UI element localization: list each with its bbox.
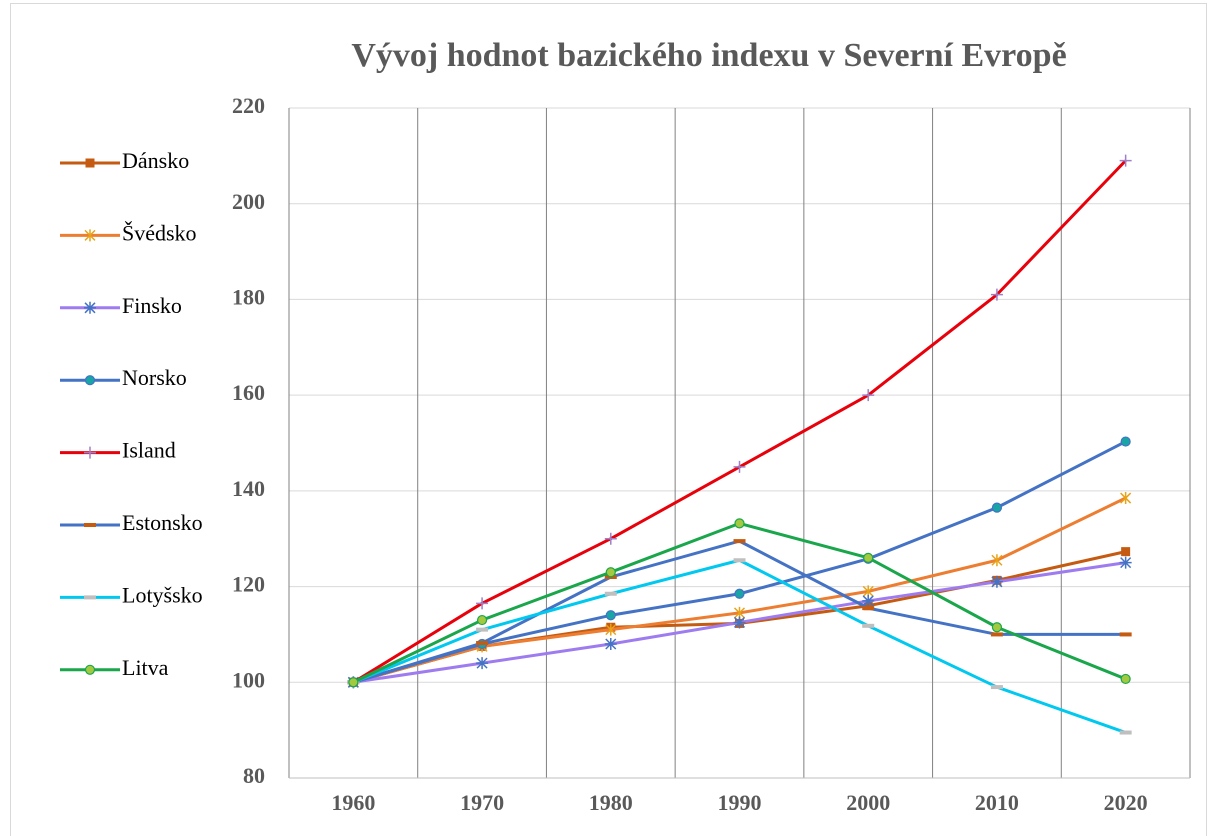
x-tick-label: 2010 <box>975 790 1019 815</box>
data-point <box>733 558 746 563</box>
data-point <box>1120 492 1132 505</box>
legend-label: Island <box>122 438 176 463</box>
y-tick-label: 80 <box>243 763 265 788</box>
data-point <box>862 623 875 628</box>
data-point <box>991 554 1003 567</box>
data-point <box>862 594 875 607</box>
data-point <box>605 623 617 636</box>
legend-marker <box>85 158 95 168</box>
legend-marker <box>84 301 96 314</box>
data-point <box>733 616 746 629</box>
x-tick-label: 1970 <box>460 790 504 815</box>
y-tick-label: 120 <box>232 572 265 597</box>
legend-label: Lotyšsko <box>122 582 203 607</box>
data-point <box>476 657 489 670</box>
data-point <box>604 591 617 596</box>
y-tick-label: 140 <box>232 476 265 501</box>
legend-marker <box>84 446 96 459</box>
data-point <box>862 389 875 402</box>
data-point <box>990 685 1003 690</box>
data-point <box>734 588 745 599</box>
y-tick-label: 220 <box>232 93 265 118</box>
data-point <box>1119 632 1132 637</box>
x-tick-label: 2020 <box>1104 790 1148 815</box>
legend-label: Litva <box>122 655 169 680</box>
data-point <box>862 606 875 611</box>
chart-border <box>10 3 1207 836</box>
legend-marker <box>84 375 96 386</box>
data-point <box>863 552 874 563</box>
legend-label: Estonsko <box>122 510 203 535</box>
x-tick-label: 1980 <box>589 790 633 815</box>
legend-label: Norsko <box>122 365 187 390</box>
legend-label: Dánsko <box>122 148 189 173</box>
x-tick-label: 1990 <box>718 790 762 815</box>
y-tick-label: 100 <box>232 667 265 692</box>
data-point <box>991 502 1003 513</box>
data-point <box>1119 730 1132 735</box>
x-tick-label: 2000 <box>846 790 890 815</box>
data-point <box>476 627 489 632</box>
legend-marker <box>84 664 96 675</box>
data-point <box>476 641 489 646</box>
chart-title: Vývoj hodnot bazického indexu v Severní … <box>351 37 1066 74</box>
data-point <box>1119 154 1132 167</box>
y-tick-label: 180 <box>232 284 265 309</box>
data-point <box>348 677 359 688</box>
data-point <box>605 567 616 578</box>
data-point <box>604 638 617 650</box>
data-point <box>990 288 1003 301</box>
data-point <box>990 575 1003 588</box>
data-point <box>733 539 746 544</box>
y-tick-label: 160 <box>232 380 265 405</box>
data-point <box>1119 556 1132 569</box>
data-point <box>476 597 489 610</box>
legend-label: Švédsko <box>122 220 197 245</box>
legend-marker <box>84 523 96 527</box>
x-tick-label: 1960 <box>331 790 375 815</box>
data-point <box>605 610 616 621</box>
data-point <box>734 518 745 529</box>
data-point <box>476 614 488 626</box>
data-point <box>990 632 1003 637</box>
data-point <box>733 460 746 473</box>
legend-marker <box>84 229 96 242</box>
y-tick-label: 200 <box>232 189 265 214</box>
data-point <box>1120 673 1131 685</box>
data-point <box>604 532 617 545</box>
data-point <box>1120 436 1131 447</box>
legend-marker <box>84 595 96 600</box>
data-point <box>1121 547 1131 557</box>
legend-label: Finsko <box>122 293 182 318</box>
data-point <box>991 622 1003 633</box>
